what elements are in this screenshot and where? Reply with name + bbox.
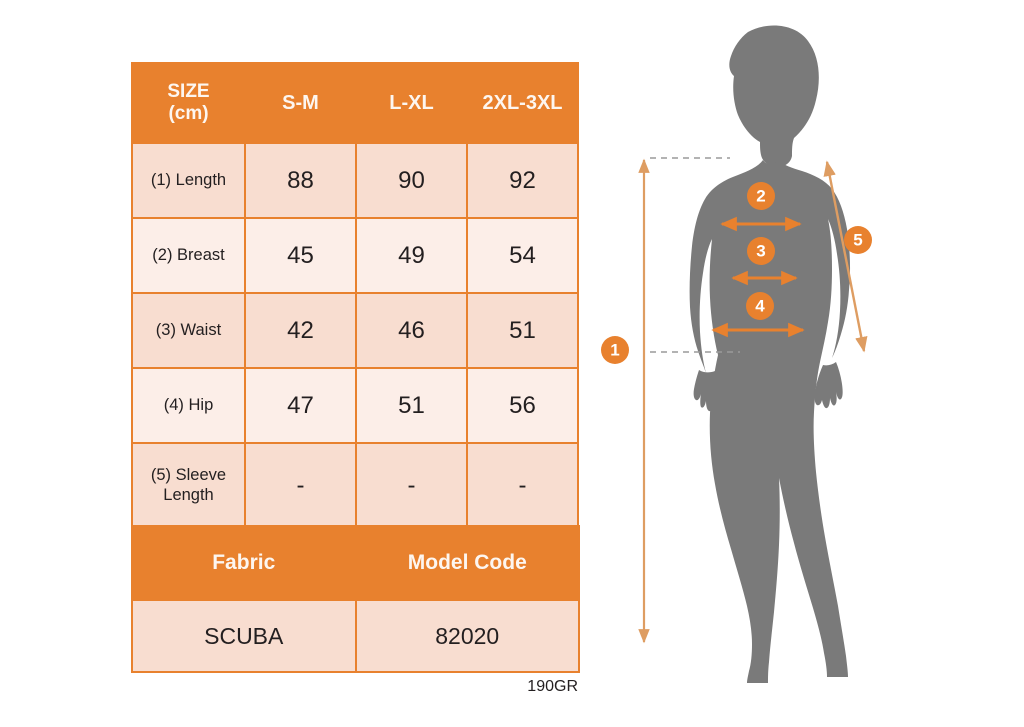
row-label-waist: (3) Waist [131, 292, 246, 369]
arrow-sleeve [823, 160, 868, 353]
header-row: SIZE (cm) S-M L-XL 2XL-3XL [131, 62, 579, 144]
table-row: (5) Sleeve Length - - - [131, 442, 579, 530]
column-header-l-xl: L-XL [355, 62, 468, 144]
measure-2-breast: 2 [720, 182, 802, 232]
model-figure-diagram: 1 2 3 4 [600, 10, 930, 710]
cell-waist-2xl-3xl: 51 [466, 292, 579, 369]
measure-4-hip: 4 [711, 292, 805, 338]
marker-badge-2 [747, 182, 775, 210]
cell-hip-2xl-3xl: 56 [466, 367, 579, 444]
cell-hip-l-xl: 51 [355, 367, 468, 444]
marker-badge-1-label: 1 [610, 341, 619, 360]
table-row: (4) Hip 47 51 56 [131, 367, 579, 444]
cell-length-2xl-3xl: 92 [466, 142, 579, 219]
model-code-value: 82020 [354, 599, 580, 673]
fabric-header: Fabric [131, 525, 357, 601]
cell-breast-s-m: 45 [244, 217, 357, 294]
header-size-line2: (cm) [168, 103, 209, 124]
model-code-header: Model Code [354, 525, 580, 601]
cell-breast-l-xl: 49 [355, 217, 468, 294]
cell-sleeve-2xl-3xl: - [466, 442, 579, 530]
sleeve-label-line2: Length [163, 486, 214, 504]
row-label-breast: (2) Breast [131, 217, 246, 294]
table-row: (2) Breast 45 49 54 [131, 217, 579, 294]
female-silhouette [689, 25, 851, 683]
fabric-value: SCUBA [131, 599, 357, 673]
cell-breast-2xl-3xl: 54 [466, 217, 579, 294]
row-label-sleeve-length: (5) Sleeve Length [131, 442, 246, 530]
cell-sleeve-s-m: - [244, 442, 357, 530]
measure-5-sleeve: 5 [823, 160, 872, 353]
row-label-length: (1) Length [131, 142, 246, 219]
table-row: (1) Length 88 90 92 [131, 142, 579, 219]
marker-badge-3 [747, 237, 775, 265]
cell-waist-s-m: 42 [244, 292, 357, 369]
fabric-model-table: Fabric Model Code SCUBA 82020 [131, 525, 580, 673]
table-row: (3) Waist 42 46 51 [131, 292, 579, 369]
column-header-size: SIZE (cm) [131, 62, 246, 144]
column-header-s-m: S-M [244, 62, 357, 144]
measure-1-length: 1 [601, 157, 740, 644]
marker-badge-3-label: 3 [756, 242, 765, 261]
size-table-head: SIZE (cm) S-M L-XL 2XL-3XL [131, 62, 579, 144]
size-table: SIZE (cm) S-M L-XL 2XL-3XL (1) Length 88… [131, 62, 579, 530]
marker-badge-5 [844, 226, 872, 254]
cell-length-s-m: 88 [244, 142, 357, 219]
cell-length-l-xl: 90 [355, 142, 468, 219]
cell-sleeve-l-xl: - [355, 442, 468, 530]
measure-3-waist: 3 [731, 237, 798, 286]
marker-badge-5-label: 5 [853, 231, 862, 250]
marker-badge-4-label: 4 [755, 297, 765, 316]
marker-badge-4 [746, 292, 774, 320]
row-label-hip: (4) Hip [131, 367, 246, 444]
sleeve-label-line1: (5) Sleeve [150, 466, 227, 485]
fabric-model-value-row: SCUBA 82020 [131, 599, 580, 673]
marker-badge-2-label: 2 [756, 187, 765, 206]
header-size-line1: SIZE [167, 81, 210, 103]
cell-hip-s-m: 47 [244, 367, 357, 444]
size-table-body: (1) Length 88 90 92 (2) Breast 45 49 54 … [131, 142, 579, 530]
column-header-2xl-3xl: 2XL-3XL [466, 62, 579, 144]
cell-waist-l-xl: 46 [355, 292, 468, 369]
weight-note: 190GR [527, 678, 578, 695]
fabric-model-header-row: Fabric Model Code [131, 525, 580, 601]
marker-badge-1 [601, 336, 629, 364]
figure-svg: 1 2 3 4 [601, 25, 872, 683]
